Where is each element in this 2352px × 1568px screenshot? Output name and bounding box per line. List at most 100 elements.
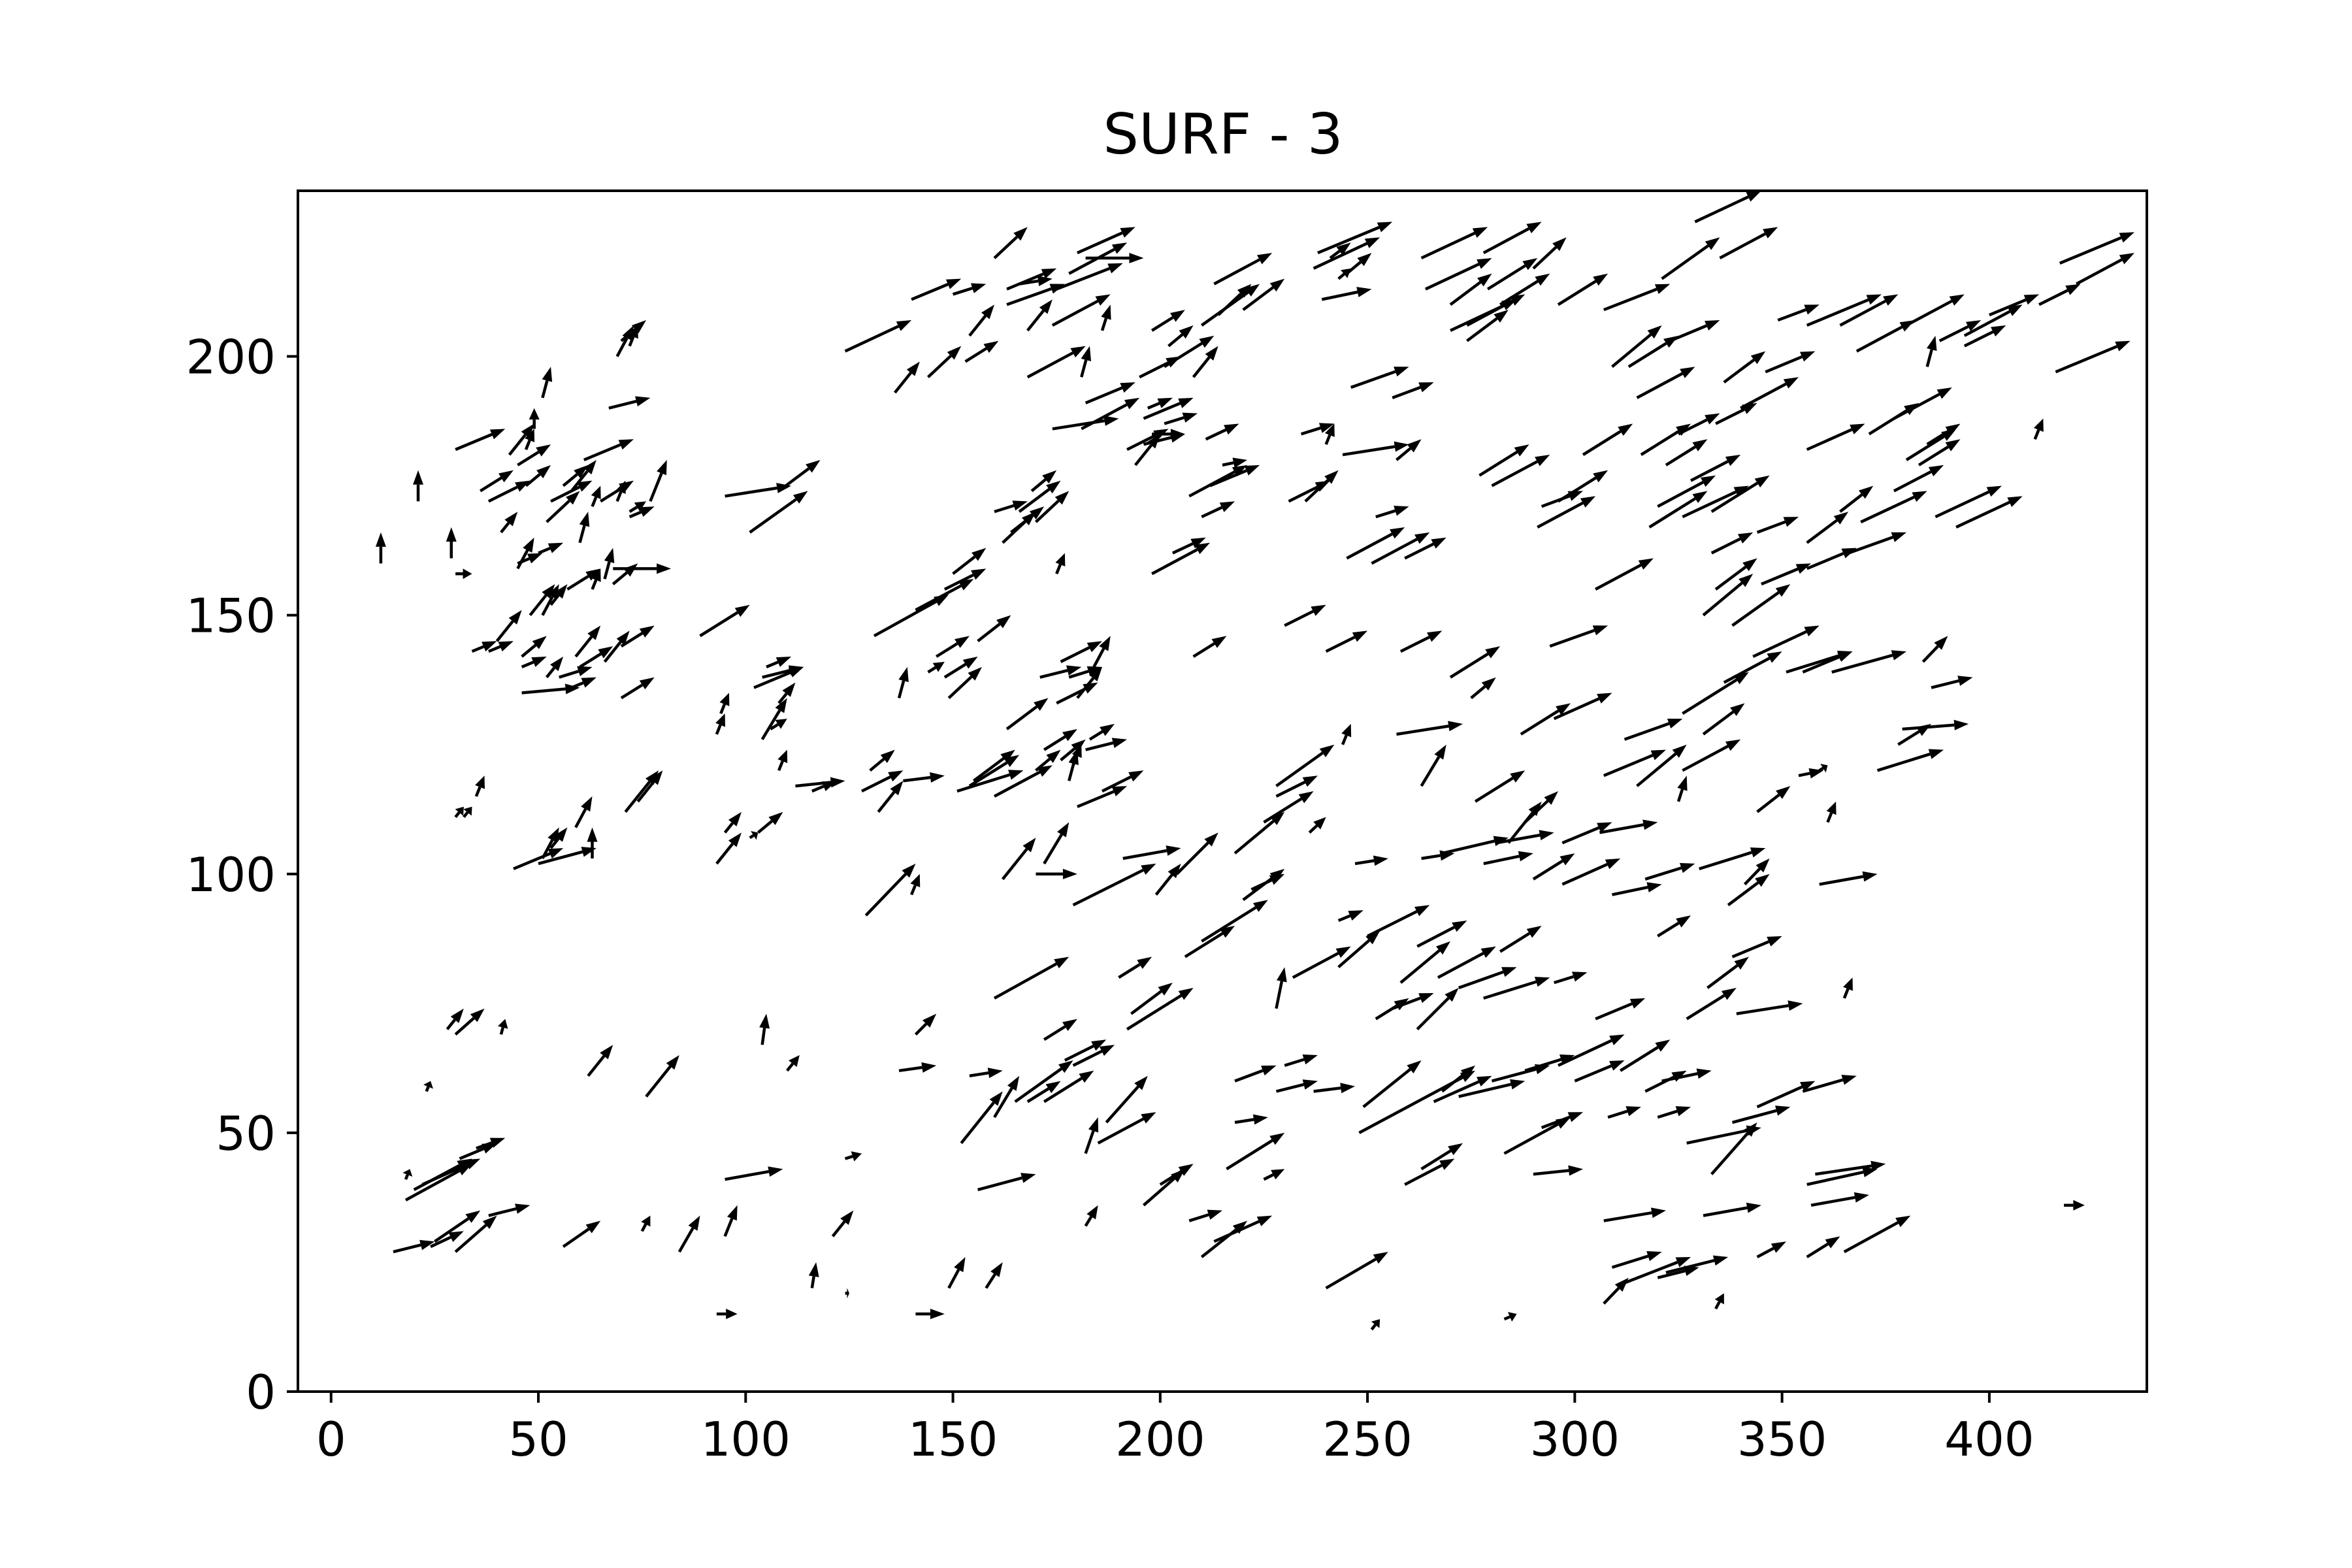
arrow-head [1675,1257,1691,1267]
vector-arrow [914,1013,937,1036]
arrow-head [1013,227,1028,241]
arrow-shaft [488,1207,517,1217]
vector-arrow [1665,1255,1729,1274]
arrow-shaft [1354,859,1375,866]
arrow-shaft [583,443,621,462]
arrow-shaft [545,666,556,679]
arrow-head [1638,558,1654,570]
arrow-head [1178,1164,1194,1176]
arrow-head [1928,749,1944,759]
arrow-head [1448,1143,1463,1156]
vector-arrow [1541,491,1584,508]
arrow-shaft [1661,244,1709,280]
arrow-shaft [1756,520,1786,534]
arrow-head [419,1239,435,1250]
arrow-shaft [1068,248,1115,275]
arrow-head [1746,1202,1761,1213]
arrow-head [475,776,485,789]
arrow-head [1705,320,1720,331]
vector-arrow [480,470,514,493]
arrow-shaft [1503,1122,1559,1155]
arrow-shaft [1486,264,1526,291]
arrow-shaft [1826,812,1833,823]
arrow-shaft [1603,753,1654,777]
arrow-head [1120,382,1135,393]
arrow-head [1418,992,1434,1004]
arrow-shaft [956,773,1011,793]
arrow-head [1007,1075,1020,1091]
arrow-head [990,1262,1003,1277]
arrow-shaft [640,1223,647,1232]
arrow-shaft [1478,450,1518,477]
arrow-head [1705,237,1720,250]
arrow-shaft [1092,647,1105,668]
arrow-head [1088,1117,1099,1133]
vector-arrow [723,1205,738,1237]
arrow-head [634,501,647,512]
vector-arrow [413,470,424,502]
vector-arrow [1450,299,1517,332]
vector-arrow [1313,237,1380,270]
vector-arrow [1284,1054,1318,1068]
vector-arrow [1026,346,1086,379]
arrow-head [1095,294,1111,306]
arrow-shaft [1495,834,1541,845]
vector-arrow [636,770,663,803]
vector-arrow [1300,423,1335,436]
arrow-head [635,396,651,406]
arrow-shaft [612,571,628,585]
arrow-head [1012,500,1028,511]
vector-arrow [463,806,472,819]
arrow-shaft [699,611,739,638]
arrow-head [1099,1045,1115,1056]
vector-arrow [1437,946,1496,979]
vector-arrow [927,661,945,674]
arrow-head [1862,871,1878,882]
arrow-shaft [1714,1301,1721,1310]
arrow-head [446,527,457,542]
arrow-head [2119,232,2134,243]
arrow-head [1609,1034,1625,1045]
vector-arrow [1404,537,1446,560]
arrow-head [1535,273,1550,286]
vector-arrow [1200,284,1260,327]
arrow-shaft [1557,280,1597,306]
arrow-head [1318,423,1335,433]
arrow-head [1826,801,1837,815]
vector-arrow [1483,851,1533,866]
vector-arrow [1935,485,2002,519]
vector-arrow [1657,475,1716,508]
arrow-head [930,772,945,783]
vector-arrow [524,429,535,450]
arrow-head [840,1210,854,1225]
arrow-head [987,1068,1003,1079]
vector-arrow [864,863,916,917]
vector-arrow [1532,853,1575,881]
arrow-head [1037,276,1053,286]
vector-arrow [1213,253,1273,286]
arrow-head [1625,1106,1641,1117]
arrow-shaft [1043,1077,1083,1103]
arrow-shaft [810,1276,815,1288]
arrow-shaft [1071,755,1079,766]
vector-arrow [1860,491,1927,524]
arrow-head [1739,574,1754,587]
vector-arrow [715,832,742,865]
arrow-shaft [1234,1118,1254,1124]
vector-arrow [1715,402,1757,425]
arrow-shaft [1213,258,1260,286]
arrow-head [1269,278,1285,292]
arrow-shaft [1399,949,1441,984]
vector-arrow [935,636,970,658]
arrow-head [1407,439,1422,453]
vector-arrow [947,666,982,700]
arrow-shaft [1325,636,1356,653]
arrow-head [768,811,783,825]
arrow-head [1336,242,1351,255]
arrow-shaft [1876,753,1931,772]
arrow-shaft [1955,500,2010,529]
arrow-head [2007,496,2023,507]
arrow-shaft [1263,1173,1274,1181]
vector-arrow [898,1062,937,1073]
vector-arrow [423,1081,433,1092]
